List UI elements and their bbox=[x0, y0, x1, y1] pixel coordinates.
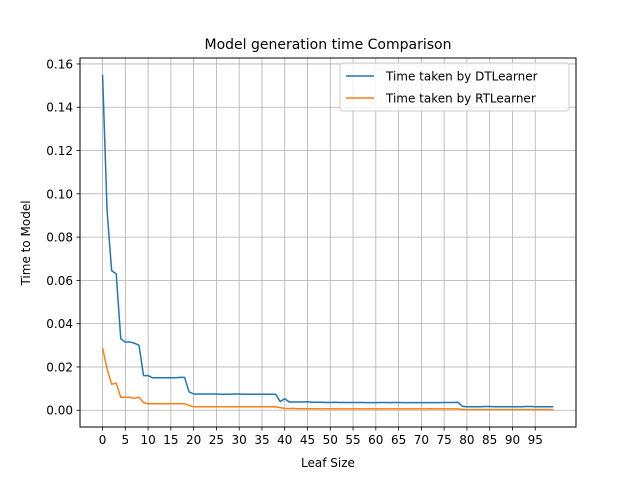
x-tick-label: 80 bbox=[459, 433, 474, 447]
x-tick-label: 50 bbox=[323, 433, 338, 447]
legend-box bbox=[339, 62, 570, 112]
y-tick-label: 0.16 bbox=[46, 57, 73, 71]
y-tick-label: 0.02 bbox=[46, 360, 73, 374]
axes-frame bbox=[79, 57, 577, 428]
y-tick-label: 0.14 bbox=[46, 101, 73, 115]
x-tick-label: 95 bbox=[528, 433, 543, 447]
x-tick-label: 30 bbox=[232, 433, 247, 447]
y-tick-label: 0.08 bbox=[46, 231, 73, 245]
y-axis-label: Time to Model bbox=[19, 200, 33, 286]
x-axis-ticks: 0 5 10 15 20 25 30 35 40 45 50 55 60 65 70 75 80 85 90 95 bbox=[99, 427, 543, 447]
series-layer bbox=[101, 74, 554, 411]
x-tick-label: 65 bbox=[391, 433, 406, 447]
y-tick-label: 0.00 bbox=[46, 404, 73, 418]
x-tick-label: 45 bbox=[300, 433, 315, 447]
x-tick-label: 35 bbox=[254, 433, 269, 447]
y-tick-label: 0.04 bbox=[46, 317, 73, 331]
x-tick-label: 75 bbox=[437, 433, 452, 447]
x-tick-label: 15 bbox=[163, 433, 178, 447]
legend: Time taken by DTLearner Time taken by RTL… bbox=[339, 62, 570, 112]
y-tick-label: 0.10 bbox=[46, 187, 73, 201]
x-tick-label: 5 bbox=[121, 433, 129, 447]
chart-title: Model generation time Comparison bbox=[205, 37, 452, 53]
x-tick-label: 20 bbox=[186, 433, 201, 447]
x-tick-label: 40 bbox=[277, 433, 292, 447]
x-tick-label: 0 bbox=[99, 433, 107, 447]
series-line-rtlearner bbox=[101, 347, 554, 411]
series-line-dtlearner bbox=[101, 74, 554, 408]
grid-lines bbox=[80, 58, 576, 427]
y-tick-label: 0.12 bbox=[46, 144, 73, 158]
x-tick-label: 55 bbox=[345, 433, 360, 447]
y-axis-ticks: 0.00 0.02 0.04 0.06 0.08 0.10 0.12 0.14 0.16 bbox=[46, 57, 80, 418]
x-tick-label: 10 bbox=[140, 433, 155, 447]
x-axis-label: Leaf Size bbox=[301, 456, 355, 470]
legend-entry-label: Time taken by DTLearner bbox=[385, 70, 538, 84]
x-tick-label: 25 bbox=[209, 433, 224, 447]
y-tick-label: 0.06 bbox=[46, 274, 73, 288]
x-tick-label: 85 bbox=[482, 433, 497, 447]
x-tick-label: 60 bbox=[368, 433, 383, 447]
x-tick-label: 70 bbox=[414, 433, 429, 447]
legend-entry-label: Time taken by RTLearner bbox=[385, 92, 536, 106]
x-tick-label: 90 bbox=[505, 433, 520, 447]
